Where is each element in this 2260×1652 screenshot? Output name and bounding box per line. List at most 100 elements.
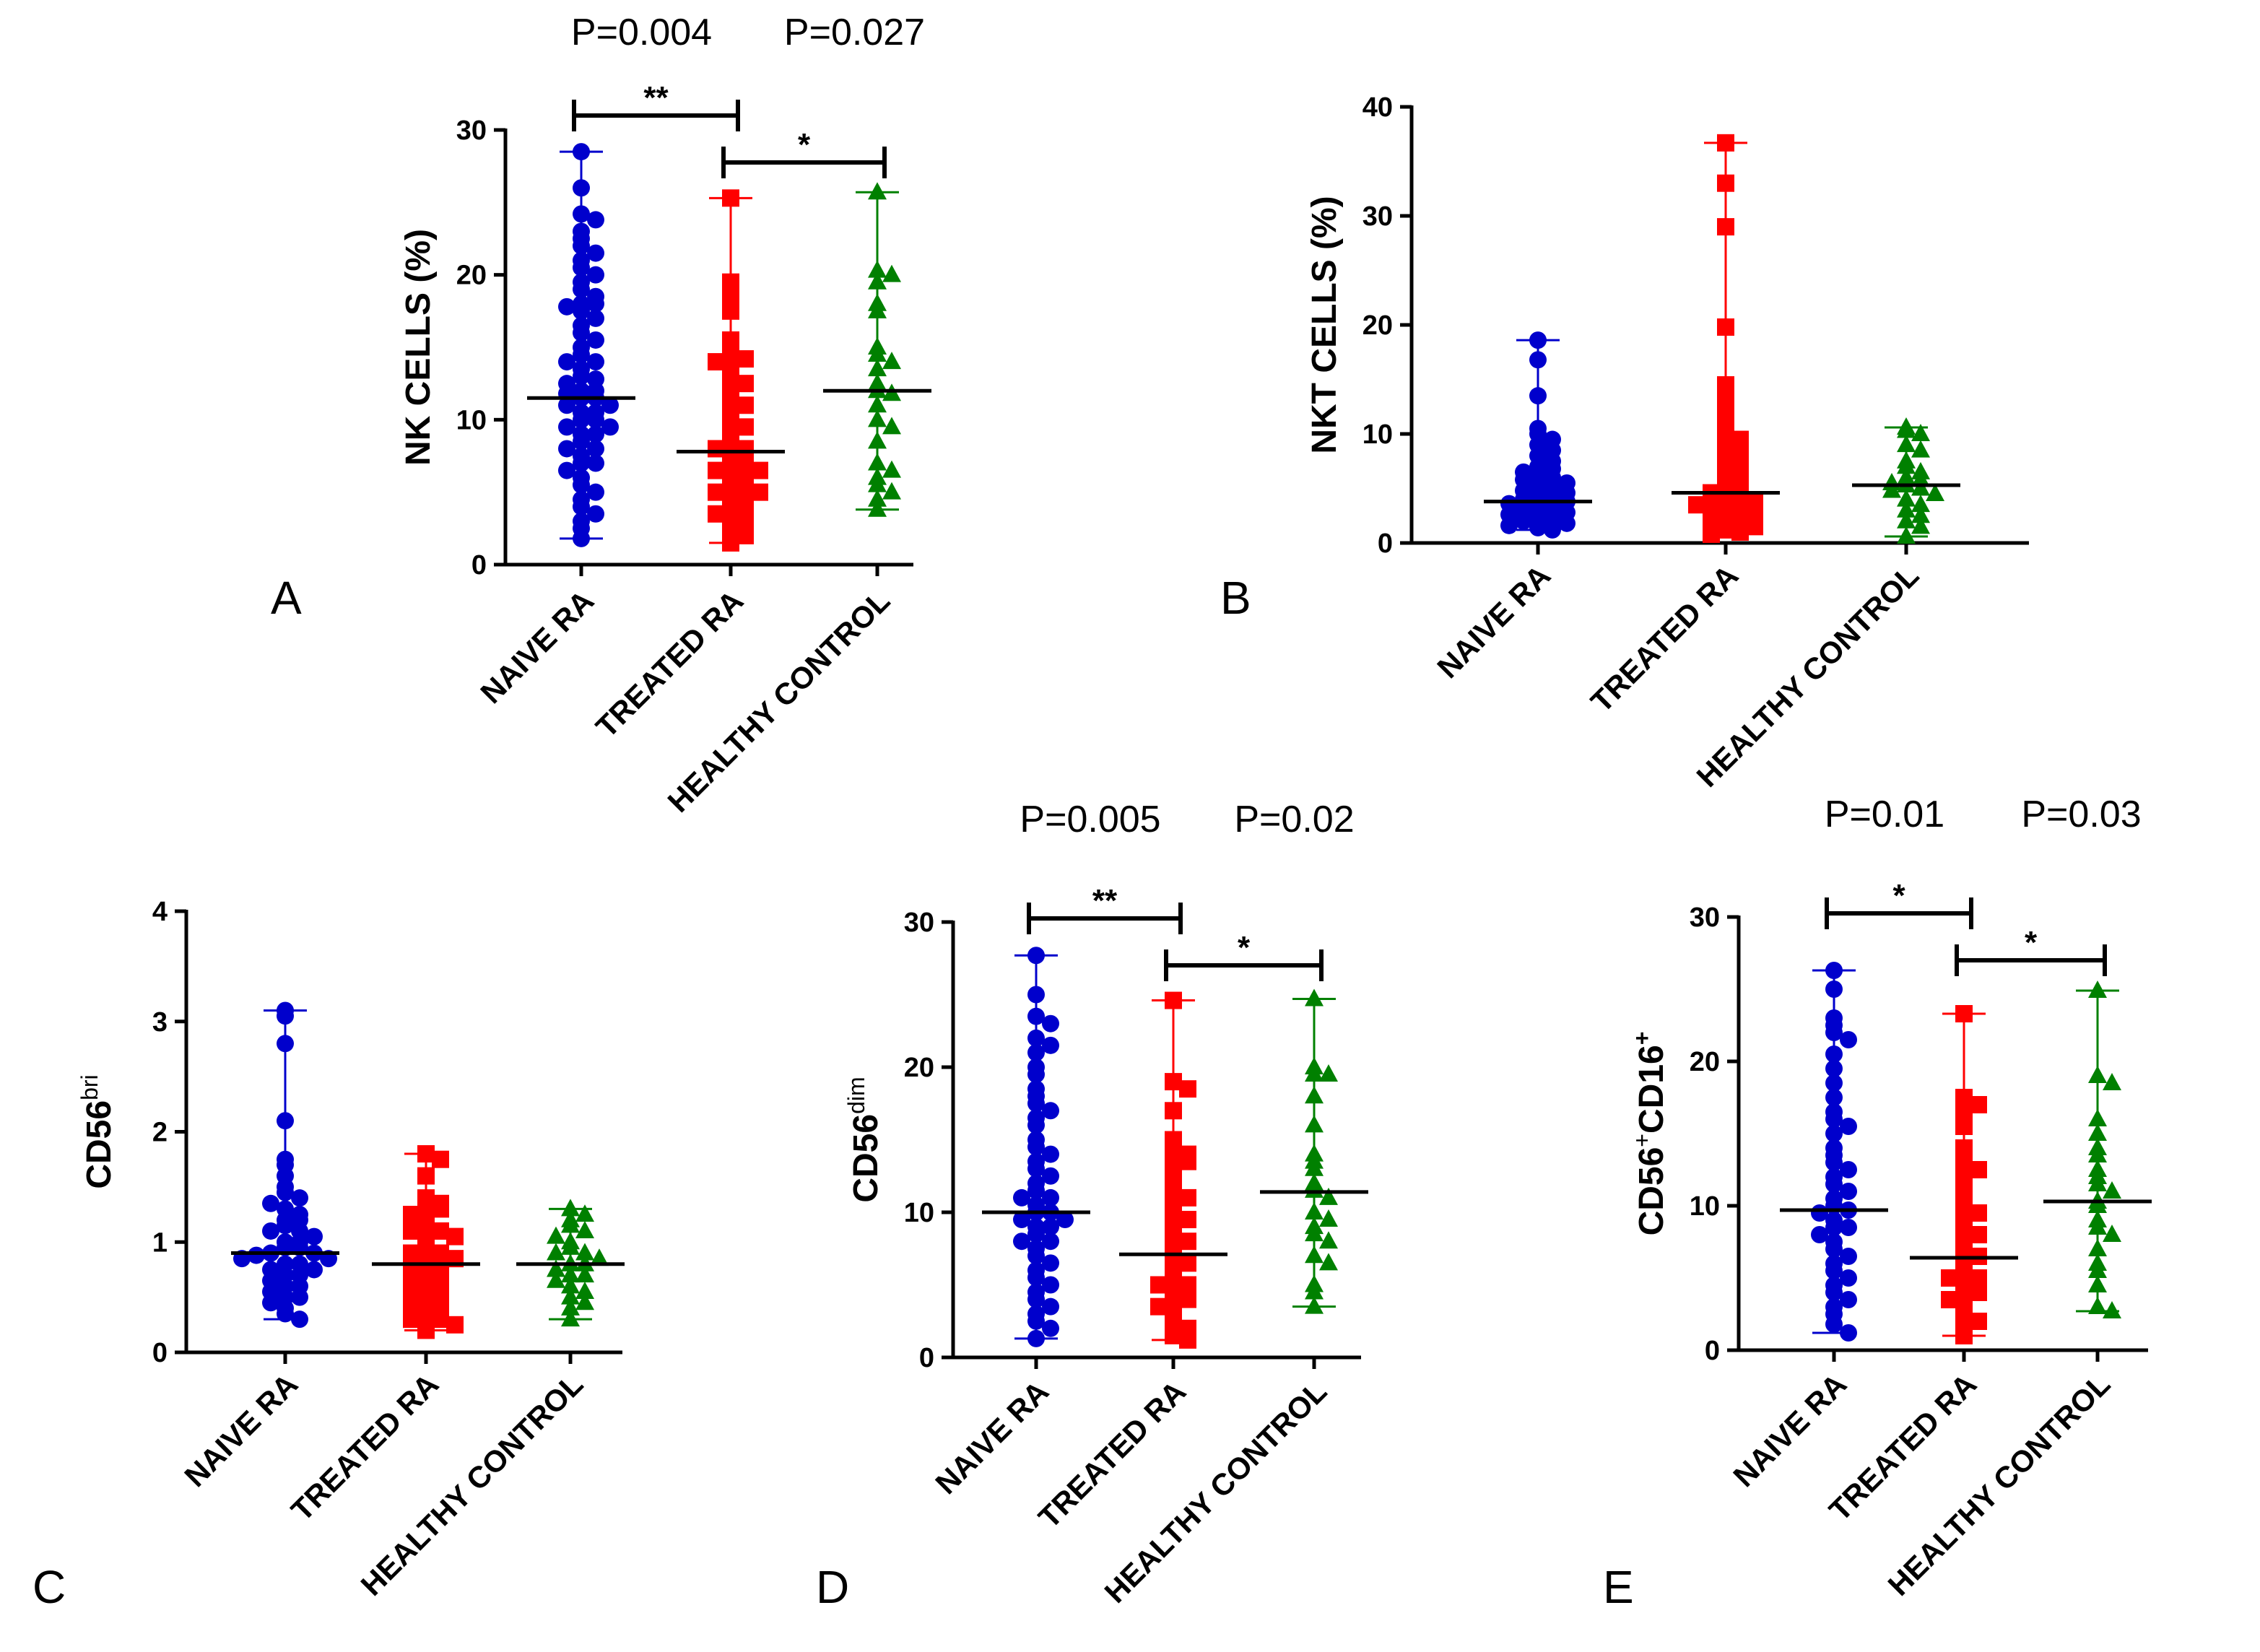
data-point bbox=[1027, 986, 1045, 1004]
data-point bbox=[587, 454, 604, 472]
data-point bbox=[1305, 1086, 1324, 1104]
data-point bbox=[1840, 1161, 1857, 1178]
data-point bbox=[1955, 1005, 1973, 1022]
p-value-label: P=0.02 bbox=[1234, 799, 1354, 840]
data-point bbox=[882, 417, 901, 435]
data-point bbox=[1319, 1064, 1338, 1082]
significance-bracket: * bbox=[1164, 930, 1324, 981]
data-point bbox=[277, 1112, 294, 1130]
data-point bbox=[868, 489, 887, 507]
data-point bbox=[868, 409, 887, 427]
data-point bbox=[2103, 1225, 2121, 1242]
data-point bbox=[1825, 1125, 1843, 1142]
data-point bbox=[277, 1183, 294, 1201]
panel-letter: E bbox=[1603, 1561, 1634, 1613]
data-point bbox=[2103, 1301, 2121, 1318]
y-tick-label: 20 bbox=[1690, 1047, 1720, 1077]
y-tick-label: 0 bbox=[152, 1338, 168, 1368]
x-category-label-treated-ra: TREATED RA bbox=[1584, 558, 1744, 718]
y-axis-label: NKT CELLS (%) bbox=[1305, 196, 1344, 453]
y-tick-label: 0 bbox=[1378, 529, 1393, 559]
data-point bbox=[587, 505, 604, 523]
p-value-label: P=0.03 bbox=[2021, 794, 2141, 835]
data-point bbox=[1056, 1211, 1074, 1229]
data-point bbox=[868, 271, 887, 290]
data-point bbox=[2088, 1123, 2107, 1141]
data-point bbox=[2088, 1297, 2107, 1314]
data-point bbox=[291, 1288, 308, 1306]
data-point bbox=[573, 323, 590, 342]
significance-stars: * bbox=[2025, 925, 2038, 960]
data-point bbox=[573, 143, 590, 161]
data-point bbox=[736, 497, 754, 516]
data-point bbox=[722, 302, 739, 320]
data-point bbox=[1027, 1138, 1045, 1156]
data-point bbox=[868, 395, 887, 413]
series-naive-ra bbox=[231, 1001, 339, 1329]
data-point bbox=[1731, 523, 1749, 541]
data-point bbox=[1897, 489, 1916, 507]
series-treated-ra bbox=[372, 1145, 480, 1339]
data-point bbox=[1319, 1187, 1338, 1205]
data-point bbox=[882, 482, 901, 500]
data-point bbox=[1897, 420, 1916, 438]
data-point bbox=[561, 1215, 580, 1233]
p-value-label: P=0.01 bbox=[1825, 794, 1944, 835]
data-point bbox=[587, 483, 604, 501]
data-point bbox=[573, 237, 590, 255]
data-point bbox=[547, 1243, 565, 1261]
data-point bbox=[1911, 469, 1930, 487]
data-point bbox=[575, 1281, 594, 1299]
data-point bbox=[1897, 526, 1916, 544]
significance-stars: * bbox=[798, 127, 811, 162]
data-point bbox=[547, 1226, 565, 1244]
data-point bbox=[561, 1276, 580, 1294]
x-category-label-healthy-control: HEALTHY CONTROL bbox=[1882, 1367, 2117, 1602]
data-point bbox=[277, 1305, 294, 1323]
significance-stars: * bbox=[1238, 930, 1251, 965]
data-point bbox=[1013, 1188, 1030, 1207]
y-tick-label: 30 bbox=[1690, 903, 1720, 933]
y-tick-label: 10 bbox=[1690, 1191, 1720, 1222]
data-point bbox=[1027, 1095, 1045, 1113]
data-point bbox=[446, 1316, 464, 1334]
y-tick-label: 30 bbox=[1362, 201, 1393, 232]
data-point bbox=[1165, 991, 1182, 1009]
data-point bbox=[1305, 1296, 1324, 1314]
data-point bbox=[601, 418, 619, 436]
data-point bbox=[587, 353, 604, 371]
data-point bbox=[1811, 1226, 1828, 1243]
series-treated-ra bbox=[1119, 991, 1227, 1349]
data-point bbox=[1717, 218, 1734, 236]
data-point bbox=[573, 432, 590, 451]
data-point bbox=[573, 302, 590, 320]
data-point bbox=[1042, 1297, 1059, 1316]
data-point bbox=[575, 1265, 594, 1283]
series-treated-ra bbox=[1672, 134, 1780, 543]
data-point bbox=[1882, 480, 1901, 498]
data-point bbox=[1825, 1074, 1843, 1092]
data-point bbox=[573, 368, 590, 386]
series-healthy-control bbox=[1260, 988, 1368, 1314]
data-point bbox=[573, 497, 590, 516]
data-point bbox=[1897, 435, 1916, 453]
panel-letter: A bbox=[271, 572, 302, 624]
data-point bbox=[1027, 1225, 1045, 1243]
data-point bbox=[277, 1035, 294, 1053]
data-point bbox=[1955, 1327, 1973, 1344]
data-point bbox=[1027, 1043, 1045, 1061]
y-tick-label: 1 bbox=[152, 1227, 168, 1258]
data-point bbox=[1027, 1181, 1045, 1199]
data-point bbox=[587, 331, 604, 349]
p-value-label: P=0.004 bbox=[571, 12, 712, 53]
data-point bbox=[2103, 1181, 2121, 1199]
data-point bbox=[1825, 1240, 1843, 1258]
data-point bbox=[1305, 1064, 1324, 1082]
data-point bbox=[573, 454, 590, 472]
data-point bbox=[277, 1217, 294, 1235]
data-point bbox=[1305, 1202, 1324, 1220]
y-tick-label: 3 bbox=[152, 1007, 168, 1038]
data-point bbox=[262, 1194, 279, 1212]
